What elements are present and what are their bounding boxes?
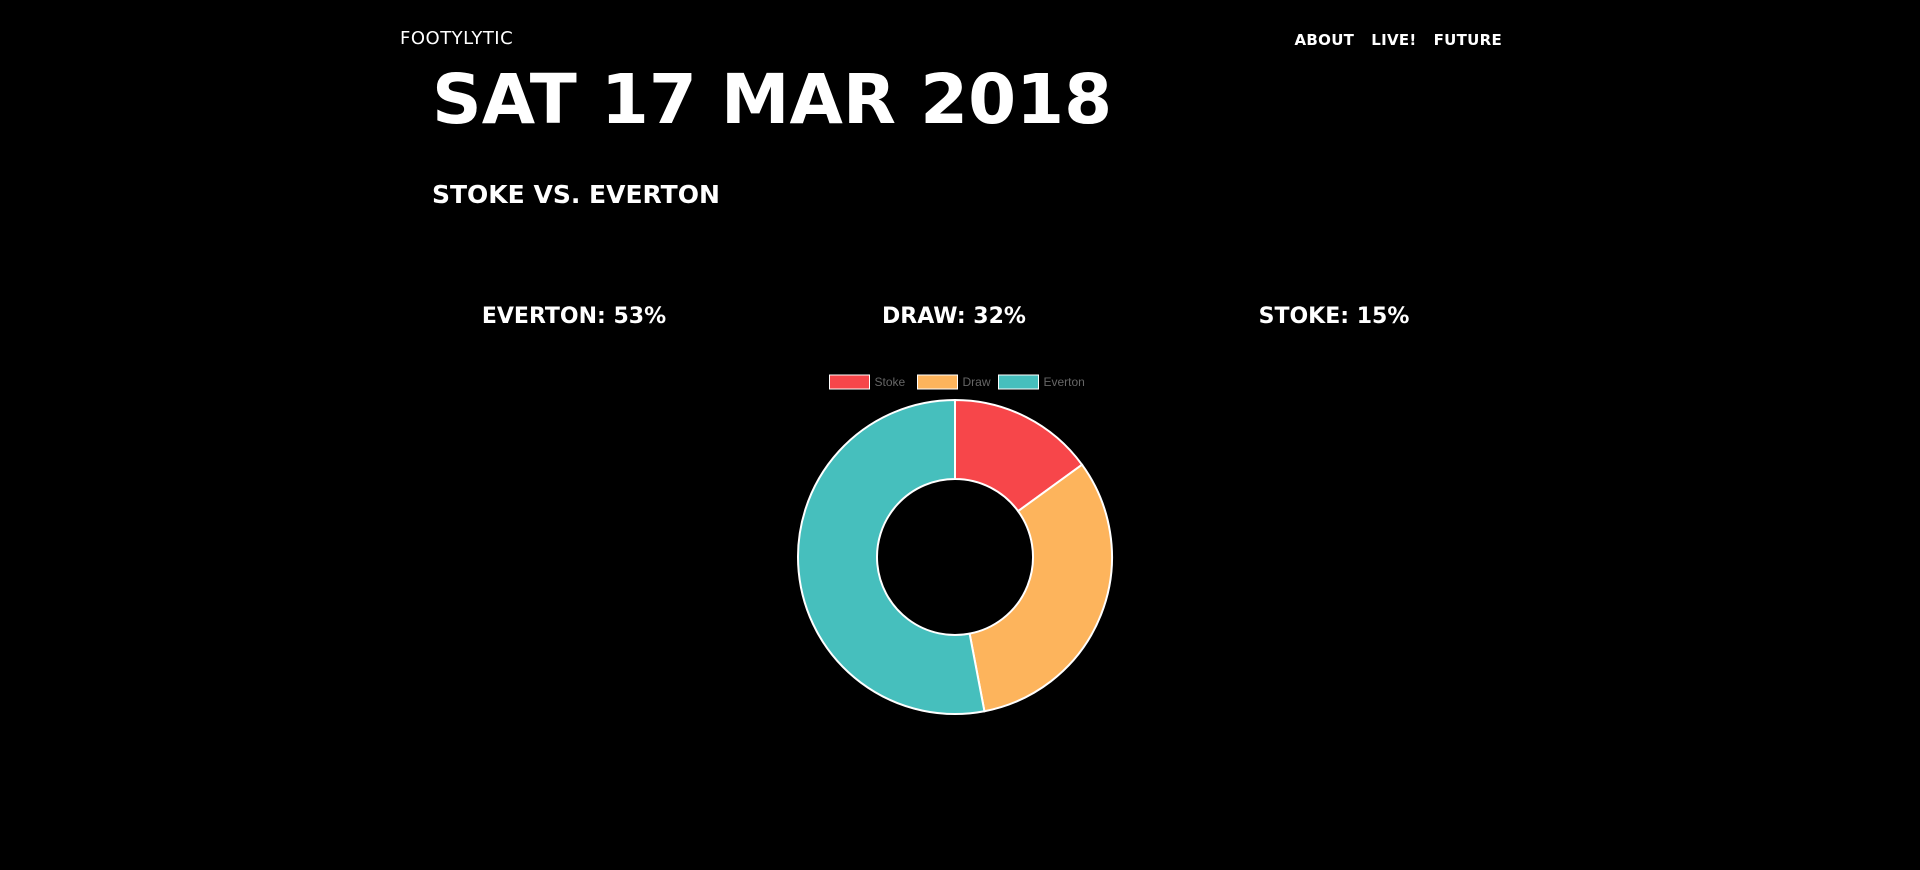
legend-swatch-stoke[interactable]	[829, 374, 870, 390]
legend-label-stoke[interactable]: Stoke	[875, 375, 906, 389]
legend-swatch-draw[interactable]	[917, 374, 958, 390]
donut-slice-stoke[interactable]	[954, 398, 1084, 513]
donut-slice-draw[interactable]	[968, 463, 1113, 713]
donut-slice-everton[interactable]	[797, 398, 986, 715]
nav-live[interactable]: LIVE!	[1371, 31, 1417, 49]
nav-future[interactable]: FUTURE	[1433, 31, 1502, 49]
legend-label-everton[interactable]: Everton	[1044, 375, 1085, 389]
match-date: SAT 17 MAR 2018	[432, 60, 1113, 140]
match-title: STOKE VS. EVERTON	[432, 180, 720, 209]
chart-slices	[797, 398, 1113, 715]
legend-label-draw[interactable]: Draw	[963, 375, 991, 389]
chart-legend: Stoke Draw Everton	[829, 374, 1085, 390]
nav-about[interactable]: ABOUT	[1294, 31, 1355, 49]
top-nav: ABOUT LIVE! FUTURE	[1295, 31, 1503, 49]
legend-swatch-everton[interactable]	[998, 374, 1039, 390]
outcome-donut-chart: Stoke Draw Everton	[797, 374, 1113, 715]
everton-probability: EVERTON: 53%	[481, 304, 667, 329]
stoke-probability: STOKE: 15%	[1258, 304, 1410, 329]
brand-logo[interactable]: FOOTYLYTIC	[400, 28, 514, 49]
draw-probability: DRAW: 32%	[882, 304, 1026, 329]
